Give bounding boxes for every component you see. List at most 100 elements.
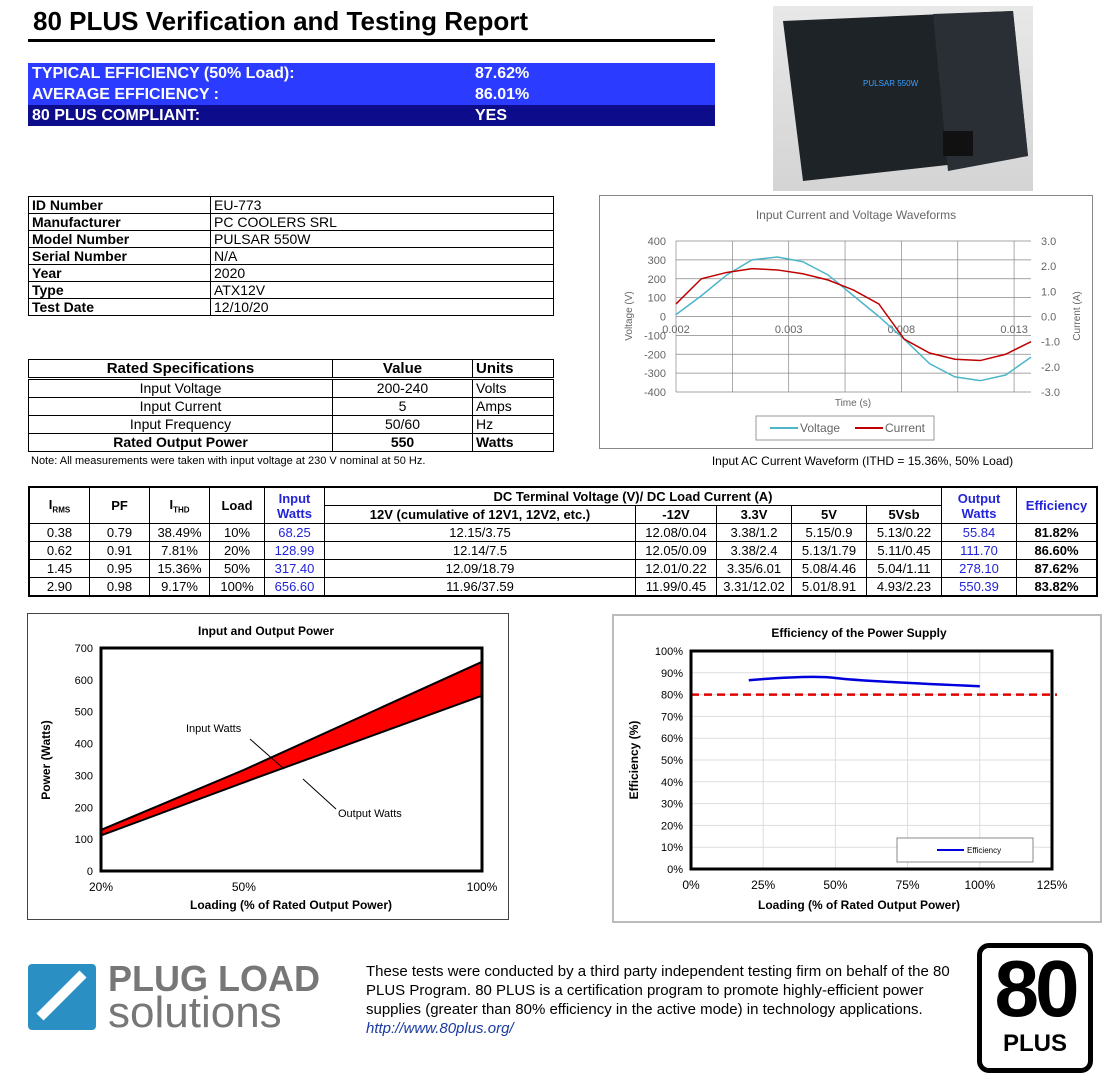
y-tick: 100 <box>648 293 666 305</box>
y-tick: 0 <box>87 866 93 878</box>
table-cell: 86.60% <box>1016 541 1098 560</box>
table-cell: Input Current <box>28 397 333 416</box>
x-tick: 0.002 <box>662 324 690 336</box>
x-tick: 125% <box>1037 878 1068 892</box>
col-eff: Efficiency <box>1016 486 1098 524</box>
table-cell: 5.15/0.9 <box>791 523 867 542</box>
table-cell: 1.45 <box>28 559 90 578</box>
table-cell: Type <box>28 281 211 299</box>
table-cell: 83.82% <box>1016 577 1098 597</box>
table-cell: 12.01/0.22 <box>635 559 717 578</box>
table-cell: 50% <box>209 559 265 578</box>
y-tick: 70% <box>661 711 683 723</box>
input-watts-line <box>100 660 483 831</box>
y-tick: 200 <box>75 802 93 814</box>
table-cell: 15.36% <box>149 559 210 578</box>
y-tick: 200 <box>648 274 666 286</box>
y-tick: 90% <box>661 668 683 680</box>
col-dc: DC Terminal Voltage (V)/ DC Load Current… <box>324 486 942 506</box>
x-axis-label: Loading (% of Rated Output Power) <box>758 898 960 912</box>
y-tick: 400 <box>75 739 93 751</box>
col-5v: 5V <box>791 505 867 524</box>
waveform-chart: Input Current and Voltage Waveforms 400 30… <box>599 195 1093 449</box>
table-row: Rated Output Power 550 Watts <box>28 433 554 452</box>
y-axis-label: Voltage (V) <box>624 291 635 340</box>
x-tick: 20% <box>89 880 113 894</box>
table-cell: 550 <box>332 433 473 452</box>
value: YES <box>475 107 508 124</box>
x-tick: 0.003 <box>775 324 803 336</box>
photo-label: PULSAR 550W <box>863 79 919 88</box>
page-title: 80 PLUS Verification and Testing Report <box>33 6 529 36</box>
y-tick: 100 <box>75 834 93 846</box>
label-output-watts: Output Watts <box>338 808 402 820</box>
table-cell: 2020 <box>210 264 554 282</box>
spec-header: Units <box>472 359 554 379</box>
table-cell: 0.95 <box>89 559 150 578</box>
table-cell: 550.39 <box>941 577 1017 597</box>
psu-product-photo: PULSAR 550W <box>773 6 1033 191</box>
col-pf: PF <box>89 486 150 524</box>
note: Note: All measurements were taken with i… <box>31 455 426 467</box>
table-cell: Input Voltage <box>28 378 333 398</box>
y-tick: 700 <box>75 643 93 655</box>
table-cell: Serial Number <box>28 247 211 265</box>
col-5vsb: 5Vsb <box>866 505 942 524</box>
y2-tick: 2.0 <box>1041 261 1056 273</box>
table-cell: 5.11/0.45 <box>866 541 942 560</box>
arrow-output <box>302 778 337 810</box>
80plus-link[interactable]: http://www.80plus.org/ <box>366 1020 514 1037</box>
chart-title: Efficiency of the Power Supply <box>771 626 947 640</box>
table-row: 2.90 0.98 9.17% 100% 656.60 11.96/37.59 11.99/… <box>28 577 1098 597</box>
y-tick: 30% <box>661 799 683 811</box>
label-input-watts: Input Watts <box>186 723 242 735</box>
plot-frame <box>99 646 484 873</box>
table-cell: 12.08/0.04 <box>635 523 717 542</box>
table-cell: 38.49% <box>149 523 210 542</box>
table-cell: 81.82% <box>1016 523 1098 542</box>
table-row: Input Frequency 50/60 Hz <box>28 415 554 434</box>
legend-efficiency: Efficiency <box>967 846 1001 855</box>
x-tick: 0% <box>682 878 700 892</box>
table-cell: Input Frequency <box>28 415 333 434</box>
logo-text: PLUG LOAD <box>108 958 320 999</box>
table-cell: Test Date <box>28 298 211 316</box>
y-tick: 20% <box>661 820 683 832</box>
value: 86.01% <box>475 86 530 103</box>
legend-current: Current <box>885 421 926 435</box>
y-tick: 50% <box>661 755 683 767</box>
table-cell: ATX12V <box>210 281 554 299</box>
table-cell: 87.62% <box>1016 559 1098 578</box>
summary-compliant: 80 PLUS COMPLIANT: YES <box>28 105 715 126</box>
table-cell: Year <box>28 264 211 282</box>
legend-voltage: Voltage <box>800 421 840 435</box>
table-cell: ID Number <box>28 196 211 214</box>
table-row: Model Number PULSAR 550W <box>28 230 554 248</box>
table-cell: 11.99/0.45 <box>635 577 717 597</box>
y-tick: 600 <box>75 675 93 687</box>
value: 87.62% <box>475 65 530 82</box>
spec-header: Rated Specifications <box>28 359 333 379</box>
table-cell: 0.91 <box>89 541 150 560</box>
y2-tick: 3.0 <box>1041 236 1056 248</box>
title-rule <box>28 39 715 42</box>
table-cell: 9.17% <box>149 577 210 597</box>
x-tick: 100% <box>467 880 498 894</box>
y-tick: 40% <box>661 777 683 789</box>
table-row: 1.45 0.95 15.36% 50% 317.40 12.09/18.79 12.01/… <box>28 559 1098 578</box>
table-row: Manufacturer PC COOLERS SRL <box>28 213 554 231</box>
y-tick: 100% <box>655 646 683 658</box>
table-cell: 0.62 <box>28 541 90 560</box>
table-cell: EU-773 <box>210 196 554 214</box>
table-cell: 68.25 <box>264 523 325 542</box>
arrow-input <box>249 738 285 770</box>
table-row: Input Current 5 Amps <box>28 397 554 416</box>
y2-tick: 0.0 <box>1041 312 1056 324</box>
col-load: Load <box>209 486 265 524</box>
y2-tick: -2.0 <box>1041 362 1060 374</box>
table-cell: 100% <box>209 577 265 597</box>
table-cell: N/A <box>210 247 554 265</box>
table-cell: 20% <box>209 541 265 560</box>
summary-average: AVERAGE EFFICIENCY : 86.01% <box>28 84 715 105</box>
col-input: Input Watts <box>264 486 325 524</box>
